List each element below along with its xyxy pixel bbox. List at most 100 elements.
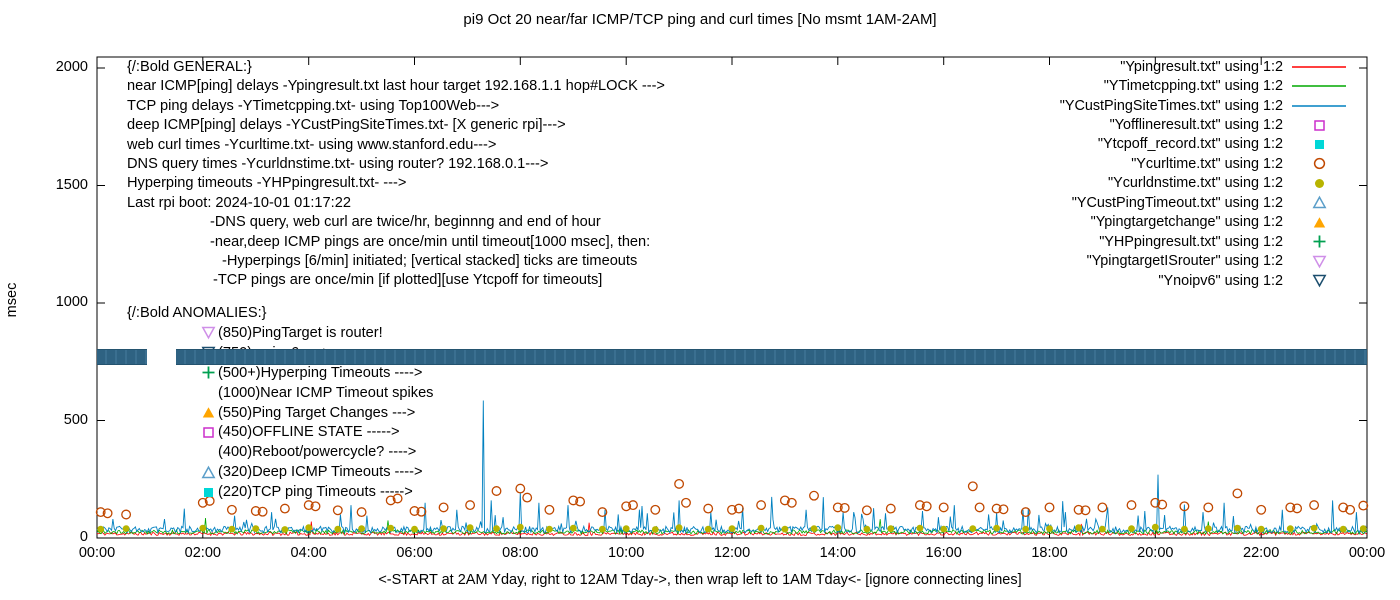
y-tick-label: 1500 — [55, 176, 88, 193]
x-tick-label: 14:00 — [819, 545, 856, 561]
anomalies-heading: {/:Bold ANOMALIES:} — [127, 305, 267, 321]
legend-row: "Ycurltime.txt" using 1:2 — [1060, 154, 1348, 173]
x-tick-label: 00:00 — [1348, 545, 1386, 561]
chart-title: pi9 Oct 20 near/far ICMP/TCP ping and cu… — [463, 11, 937, 28]
general-notes: {/:Bold GENERAL:} near ICMP[ping] delays … — [127, 58, 665, 291]
anomaly-text: (550)Ping Target Changes ---> — [218, 404, 416, 421]
legend-row: "Ypingtargetchange" using 1:2 — [1060, 213, 1348, 232]
anomaly-line: (400)Reboot/powercycle? ----> — [127, 442, 433, 462]
square-filled-icon — [200, 485, 217, 500]
x-tick-label: 20:00 — [1137, 545, 1174, 561]
y-tick-label: 0 — [79, 529, 88, 545]
circle-open-marker-icon — [1313, 158, 1325, 170]
legend-swatch — [1290, 234, 1348, 249]
x-tick-label: 06:00 — [396, 545, 433, 561]
legend-label: "YHPpingresult.txt" using 1:2 — [1099, 233, 1283, 250]
legend-swatch — [1290, 118, 1348, 133]
legend-label: "YCustPingSiteTimes.txt" using 1:2 — [1059, 97, 1283, 114]
triangle-down-open-marker-icon — [1312, 255, 1326, 268]
legend-swatch — [1290, 273, 1348, 288]
legend-row: "Ypingresult.txt" using 1:2 — [1060, 57, 1348, 76]
general-note-line: DNS query times -Ycurldnstime.txt- using… — [127, 156, 549, 173]
circle-filled-marker-icon — [1314, 178, 1324, 188]
anomaly-text: (400)Reboot/powercycle? ----> — [218, 444, 417, 461]
legend-swatch — [1290, 195, 1348, 210]
legend-row: "Ynoipv6" using 1:2 — [1060, 271, 1348, 290]
legend-label: "YTimetcpping.txt" using 1:2 — [1103, 78, 1283, 95]
anomaly-text: (850)PingTarget is router! — [218, 324, 383, 341]
legend-row: "Yofflineresult.txt" using 1:2 — [1060, 115, 1348, 134]
y-tick-label: 1000 — [55, 294, 88, 310]
legend-line-swatch — [1292, 65, 1346, 68]
legend-label: "YCustPingTimeout.txt" using 1:2 — [1071, 194, 1283, 211]
square-open-marker-icon — [203, 427, 214, 438]
general-note-line: near ICMP[ping] delays -Ypingresult.txt … — [127, 78, 665, 95]
plus-marker-icon — [202, 366, 215, 379]
legend-label: "YpingtargetISrouter" using 1:2 — [1086, 253, 1283, 270]
legend-swatch — [1290, 176, 1348, 191]
general-note-line: -near,deep ICMP pings are once/min until… — [210, 233, 651, 250]
x-tick-label: 12:00 — [713, 545, 751, 561]
triangle-up-filled-marker-icon — [202, 407, 215, 418]
general-note-line: -DNS query, web curl are twice/hr, begin… — [210, 214, 601, 231]
square-open-icon — [200, 425, 217, 440]
general-note-line: web curl times -Ycurltime.txt- using www… — [127, 136, 497, 153]
markers-Ycurltime.txt — [95, 478, 1369, 520]
general-note-line: Hyperping timeouts -YHPpingresult.txt- -… — [127, 175, 407, 192]
general-note-line: TCP ping delays -YTimetcpping.txt- using… — [127, 97, 500, 114]
triangle-down-open-marker-icon — [201, 327, 216, 340]
anomaly-line: (500+)Hyperping Timeouts ----> — [127, 363, 433, 383]
legend-label: "Ynoipv6" using 1:2 — [1158, 272, 1283, 289]
anomaly-line: (850)PingTarget is router! — [127, 323, 433, 343]
plus-marker-icon — [1313, 235, 1325, 248]
anomaly-line: (1000)Near ICMP Timeout spikes — [127, 383, 433, 403]
legend-row: "Ycurldnstime.txt" using 1:2 — [1060, 174, 1348, 193]
legend-swatch — [1290, 137, 1348, 152]
legend-swatch — [1290, 254, 1348, 269]
general-note-line: -TCP pings are once/min [if plotted][use… — [213, 272, 603, 289]
anomaly-text: (220)TCP ping Timeouts -----> — [218, 484, 413, 501]
triangle-up-filled-icon — [200, 405, 217, 420]
x-tick-label: 22:00 — [1243, 545, 1280, 561]
legend-row: "YCustPingTimeout.txt" using 1:2 — [1060, 193, 1348, 212]
triangle-down-open-icon — [200, 325, 217, 340]
legend-row: "YpingtargetISrouter" using 1:2 — [1060, 251, 1348, 270]
anomalies-notes: {/:Bold ANOMALIES:} (850)PingTarget is r… — [127, 303, 433, 502]
x-tick-label: 02:00 — [184, 545, 221, 561]
legend-swatch — [1290, 60, 1348, 74]
triangle-up-open-icon — [200, 465, 217, 480]
noipv6-band-segment — [176, 349, 1367, 365]
legend-row: "YCustPingSiteTimes.txt" using 1:2 — [1060, 96, 1348, 115]
x-tick-label: 08:00 — [502, 545, 539, 561]
anomaly-line: (220)TCP ping Timeouts -----> — [127, 482, 433, 502]
anomaly-text: (450)OFFLINE STATE -----> — [218, 424, 400, 441]
x-tick-label: 00:00 — [78, 545, 116, 561]
triangle-up-open-marker-icon — [201, 465, 216, 478]
triangle-down-open-marker-icon — [1312, 274, 1326, 288]
legend-line-swatch — [1292, 104, 1346, 107]
legend-label: "Ycurltime.txt" using 1:2 — [1131, 155, 1283, 172]
noipv6-band-segment — [97, 349, 147, 365]
legend-row: "Ytcpoff_record.txt" using 1:2 — [1060, 135, 1348, 154]
x-tick-label: 04:00 — [290, 545, 327, 561]
square-filled-marker-icon — [1314, 139, 1324, 149]
anomaly-line: (550)Ping Target Changes ---> — [127, 403, 433, 423]
anomaly-line: (320)Deep ICMP Timeouts ----> — [127, 462, 433, 482]
x-tick-label: 10:00 — [608, 545, 645, 561]
y-axis-label: msec — [4, 282, 20, 318]
legend-swatch — [1290, 156, 1348, 171]
general-note-line: -Hyperpings [6/min] initiated; [vertical… — [222, 253, 638, 270]
legend-swatch — [1290, 215, 1348, 230]
anomaly-text: (500+)Hyperping Timeouts ----> — [218, 364, 423, 381]
x-tick-label: 18:00 — [1031, 545, 1068, 561]
square-filled-marker-icon — [204, 487, 213, 497]
markers-Ycurldnstime.txt — [97, 523, 1367, 533]
anomaly-line: (450)OFFLINE STATE -----> — [127, 422, 433, 442]
general-note-line: {/:Bold GENERAL:} — [127, 59, 252, 75]
x-axis-label: <-START at 2AM Yday, right to 12AM Tday-… — [378, 572, 1022, 588]
legend-label: "Ycurldnstime.txt" using 1:2 — [1108, 175, 1283, 192]
general-note-line: Last rpi boot: 2024-10-01 01:17:22 — [127, 194, 351, 211]
y-tick-label: 500 — [63, 411, 88, 428]
